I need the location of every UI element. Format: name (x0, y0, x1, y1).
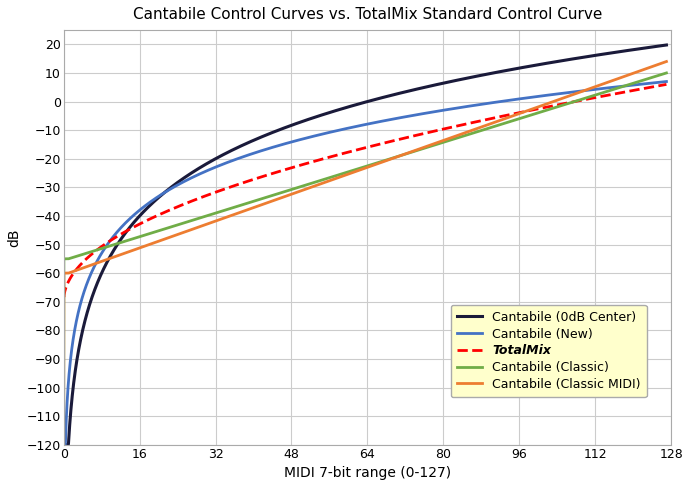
Cantabile (Classic) (662, 70, 671, 76)
TotalMix (651, 84, 659, 90)
Cantabile (0dB Center) (59, 442, 68, 448)
Cantabile (Classic MIDI) (164, 235, 172, 241)
Cantabile (Classic) (164, 225, 172, 231)
TotalMix (586, 95, 594, 101)
Line: Cantabile (0dB Center): Cantabile (0dB Center) (63, 45, 667, 445)
Cantabile (Classic) (59, 442, 68, 448)
Cantabile (Classic MIDI) (290, 190, 299, 196)
Cantabile (0dB Center) (164, 187, 172, 192)
Cantabile (New) (586, 87, 594, 93)
Cantabile (New) (164, 187, 172, 193)
TotalMix (317, 156, 325, 162)
Cantabile (Classic MIDI) (662, 58, 671, 64)
TotalMix (59, 279, 68, 284)
Cantabile (0dB Center) (586, 53, 594, 59)
Cantabile (0dB Center) (317, 112, 325, 118)
Cantabile (New) (128, 213, 137, 219)
Cantabile (New) (651, 80, 659, 86)
Legend: Cantabile (0dB Center), Cantabile (New), TotalMix, Cantabile (Classic), Cantabil: Cantabile (0dB Center), Cantabile (New),… (451, 304, 647, 397)
Cantabile (0dB Center) (128, 221, 137, 227)
Cantabile (0dB Center) (290, 121, 299, 127)
Cantabile (Classic MIDI) (651, 63, 659, 69)
TotalMix (128, 225, 137, 230)
TotalMix (60, 294, 68, 300)
Cantabile (Classic MIDI) (59, 442, 68, 448)
Cantabile (0dB Center) (662, 42, 671, 48)
Cantabile (Classic MIDI) (317, 181, 325, 187)
Cantabile (0dB Center) (651, 44, 659, 50)
X-axis label: MIDI 7-bit range (0-127): MIDI 7-bit range (0-127) (284, 466, 451, 480)
Cantabile (Classic) (128, 236, 137, 242)
Line: TotalMix: TotalMix (63, 84, 667, 297)
Cantabile (Classic) (651, 74, 659, 79)
TotalMix (164, 208, 172, 214)
TotalMix (662, 81, 671, 87)
Line: Cantabile (New): Cantabile (New) (63, 81, 667, 445)
Title: Cantabile Control Curves vs. TotalMix Standard Control Curve: Cantabile Control Curves vs. TotalMix St… (132, 7, 602, 22)
Line: Cantabile (Classic): Cantabile (Classic) (63, 73, 667, 445)
Cantabile (Classic) (290, 186, 299, 191)
Cantabile (New) (59, 442, 68, 448)
Cantabile (Classic MIDI) (586, 86, 594, 92)
Cantabile (New) (290, 138, 299, 144)
Cantabile (Classic) (317, 177, 325, 183)
Cantabile (New) (662, 78, 671, 84)
Cantabile (Classic MIDI) (128, 247, 137, 253)
TotalMix (291, 164, 299, 169)
Y-axis label: dB: dB (7, 228, 21, 246)
Line: Cantabile (Classic MIDI): Cantabile (Classic MIDI) (63, 61, 667, 445)
Cantabile (Classic) (586, 94, 594, 100)
Cantabile (New) (317, 131, 325, 137)
